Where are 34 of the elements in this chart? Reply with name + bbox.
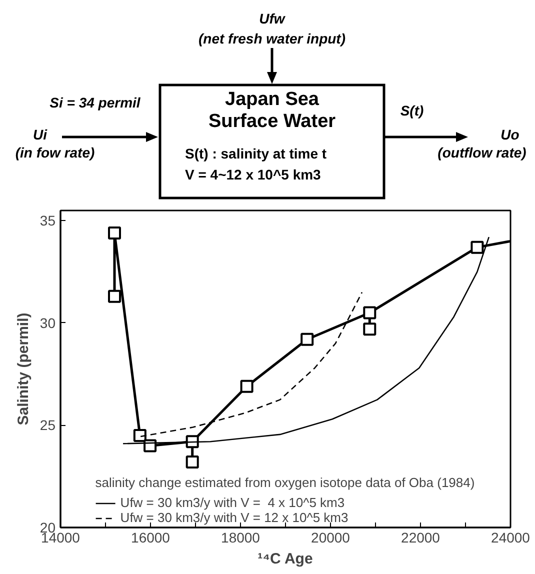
- legend-label: Ufw = 30 km3/y with V = 12 x 10^5 km3: [120, 510, 348, 525]
- legend-label: Ufw = 30 km3/y with V = 4 x 10^5 km3: [120, 495, 345, 510]
- legend-title: salinity change estimated from oxygen isotope data of Oba (1984): [95, 475, 475, 490]
- text: S(t): [400, 102, 424, 119]
- x-tick-label: 24000: [491, 530, 530, 546]
- text: Ufw: [259, 10, 286, 27]
- x-axis-title: ¹⁴C Age: [258, 550, 313, 568]
- text: V = 4~12 x 10^5 km3: [185, 166, 322, 183]
- point: [300, 332, 314, 346]
- text: S(t) : salinity at time t: [185, 146, 327, 162]
- point: [108, 226, 121, 240]
- text: Si = 34 permil: [50, 94, 142, 111]
- point: [470, 240, 484, 254]
- point: [240, 380, 254, 393]
- text: (in fow rate): [15, 144, 95, 161]
- text: Surface Water: [208, 111, 336, 132]
- point: [108, 290, 121, 303]
- point: [133, 428, 146, 442]
- x-tick-label: 18000: [221, 530, 260, 546]
- text: (outflow rate): [438, 144, 527, 161]
- y-axis-title: Salinity (permil): [14, 312, 32, 426]
- text: (net fresh water input): [198, 30, 346, 47]
- text: Japan Sea: [225, 89, 320, 110]
- point: [363, 322, 376, 336]
- x-tick-label: 16000: [131, 530, 170, 546]
- text: Ui: [33, 126, 48, 143]
- text: Uo: [500, 126, 520, 143]
- point: [363, 306, 376, 320]
- y-tick-label: 25: [40, 417, 56, 434]
- x-tick-label: 20000: [311, 530, 350, 546]
- y-tick-label: 35: [40, 212, 56, 229]
- point: [186, 456, 199, 469]
- x-tick-label: 22000: [401, 530, 440, 546]
- y-tick-label: 30: [40, 314, 56, 331]
